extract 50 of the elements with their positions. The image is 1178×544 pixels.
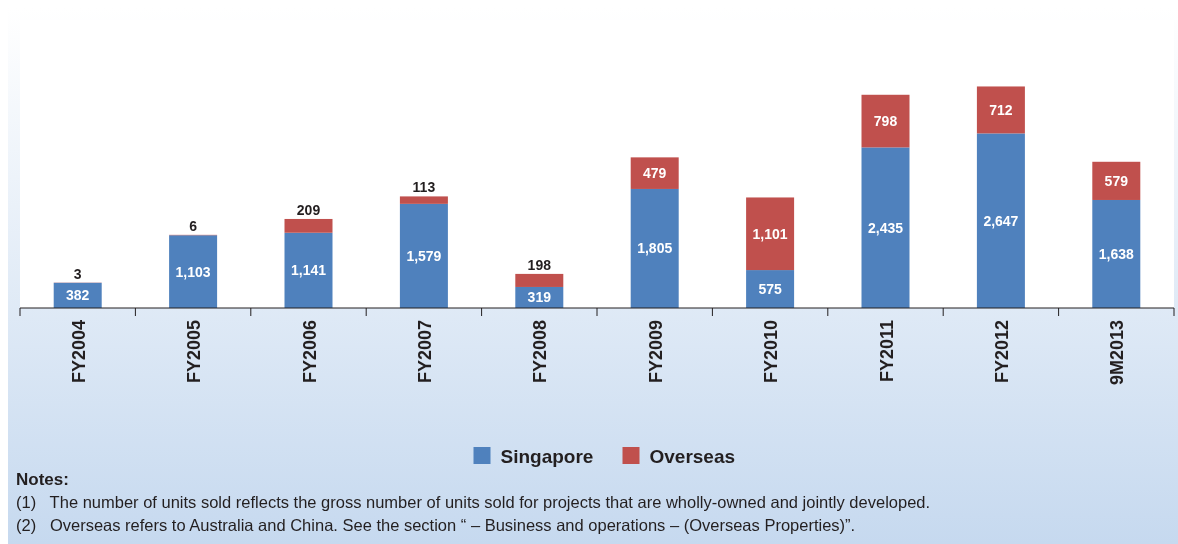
data-label: 1,101 [752, 225, 788, 242]
bar [976, 133, 1025, 308]
data-label: 209 [296, 201, 321, 218]
bar [399, 203, 448, 308]
x-tick-label: FY2010 [761, 320, 782, 384]
text: (1) The number of units sold reflects the gross number of units sold for projects that are wholly-owned and jointly developed. [16, 493, 931, 511]
data-label: 798 [873, 113, 898, 130]
x-tick-label: FY2005 [184, 320, 205, 384]
text: Notes: [16, 470, 69, 489]
bar [1092, 199, 1141, 308]
bar [976, 86, 1025, 134]
data-label: 113 [412, 179, 436, 196]
x-tick-label: FY2008 [530, 320, 551, 384]
bar [630, 188, 679, 308]
data-label: 479 [643, 165, 667, 182]
x-tick-label: 9M2013 [1107, 320, 1128, 386]
text: (2) Overseas refers to Australia and China. See the section “ – Business and operations – (Overseas Properties)”. [16, 516, 856, 534]
data-label: 579 [1104, 172, 1129, 189]
data-label: 2,647 [983, 212, 1019, 229]
bar [746, 197, 795, 271]
data-label: 319 [527, 289, 552, 306]
data-label: 198 [527, 256, 552, 273]
bar [630, 157, 679, 189]
x-tick-label: FY2007 [414, 320, 435, 384]
data-label: 1,141 [290, 262, 327, 279]
data-label: 3 [73, 265, 82, 282]
bar [515, 273, 564, 287]
bar [284, 232, 333, 308]
x-tick-label: FY2006 [299, 320, 320, 384]
data-label: 1,103 [175, 263, 211, 280]
data-label: 6 [189, 217, 198, 234]
x-tick-label: FY2012 [991, 320, 1012, 384]
x-tick-label: FY2004 [68, 320, 89, 384]
data-label: 575 [758, 281, 782, 298]
bar [399, 196, 448, 204]
data-label: 712 [989, 101, 1013, 118]
x-tick-label: FY2011 [876, 320, 897, 383]
bar [1092, 161, 1141, 200]
bar [861, 147, 910, 308]
x-tick-label: FY2009 [645, 320, 666, 384]
legend-label: Overseas [649, 446, 736, 467]
bar [284, 218, 333, 233]
data-label: 2,435 [867, 219, 904, 236]
data-label: 1,579 [406, 247, 442, 264]
data-label: 382 [66, 287, 90, 304]
data-label: 1,805 [637, 240, 673, 257]
bar [861, 94, 910, 148]
legend-label: Singapore [500, 446, 594, 467]
bar [169, 235, 218, 308]
data-label: 1,638 [1098, 245, 1135, 262]
